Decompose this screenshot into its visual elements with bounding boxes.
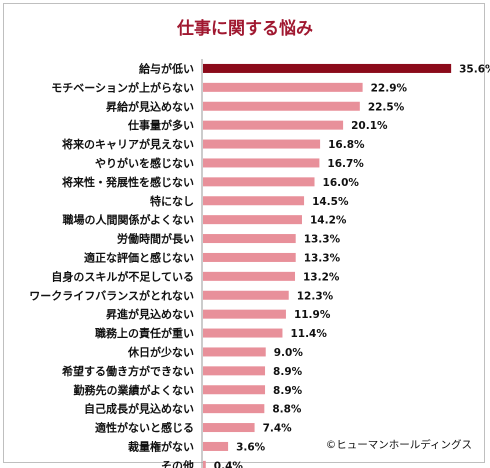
bar — [203, 441, 229, 451]
bar — [203, 101, 360, 111]
bar — [203, 460, 206, 468]
value-label: 20.1% — [351, 120, 388, 132]
category-label: 昇進が見込めない — [106, 307, 194, 321]
chart-title: 仕事に関する悩み — [177, 19, 313, 39]
copyright-credit: ©ヒューマンホールディングス — [325, 439, 472, 451]
bar — [203, 290, 289, 300]
value-label: 0.4% — [214, 460, 244, 468]
category-label: 希望する働き方ができない — [61, 364, 194, 378]
bar — [203, 271, 296, 281]
bar — [203, 423, 255, 433]
category-label: 給与が低い — [139, 61, 194, 75]
value-label: 16.0% — [323, 177, 360, 189]
value-label: 11.9% — [294, 309, 331, 321]
value-label: 35.6% — [459, 63, 490, 75]
category-label: その他 — [161, 458, 194, 468]
value-label: 8.9% — [273, 366, 303, 378]
category-label: 自己成長が見込めない — [84, 402, 194, 416]
bar — [203, 328, 283, 338]
value-label: 16.8% — [328, 139, 365, 151]
category-label: やりがいを感じない — [95, 156, 194, 170]
category-label: 休日が少ない — [127, 345, 194, 359]
value-label: 12.3% — [297, 290, 334, 302]
value-label: 11.4% — [290, 328, 327, 340]
chart-frame — [3, 3, 485, 463]
value-label: 22.5% — [368, 101, 405, 113]
category-label: 職務上の責任が重い — [95, 326, 194, 340]
bar — [203, 158, 320, 168]
category-label: 自身のスキルが不足している — [51, 269, 194, 283]
bar — [203, 177, 315, 187]
category-label: 裁量権がない — [128, 439, 194, 453]
bar — [203, 404, 265, 414]
category-label: モチベーションが上がらない — [51, 80, 194, 94]
category-label: 特になし — [150, 194, 194, 208]
category-label: 将来のキャリアが見えない — [62, 137, 194, 151]
bar — [203, 63, 452, 73]
category-label: 仕事量が多い — [127, 118, 194, 132]
bar — [203, 215, 302, 225]
value-label: 3.6% — [236, 441, 266, 453]
value-label: 22.9% — [371, 82, 408, 94]
bar — [203, 82, 363, 92]
category-label: 昇給が見込めない — [106, 99, 194, 113]
category-label: 労働時間が長い — [117, 232, 194, 246]
value-label: 13.2% — [303, 271, 340, 283]
category-label: ワークライフバランスがとれない — [29, 288, 194, 302]
value-label: 8.8% — [272, 404, 302, 416]
bar — [203, 120, 344, 130]
bar — [203, 252, 296, 262]
value-label: 13.3% — [304, 252, 341, 264]
category-label: 職場の人間関係がよくない — [63, 213, 194, 227]
category-label: 適性がないと感じる — [95, 421, 194, 435]
category-label: 適正な評価と感じない — [84, 250, 194, 264]
value-label: 14.2% — [310, 215, 347, 227]
bar — [203, 385, 266, 395]
value-label: 13.3% — [304, 234, 341, 246]
bar — [203, 196, 305, 206]
value-label: 7.4% — [263, 423, 293, 435]
category-label: 将来性・発展性を感じない — [62, 175, 194, 189]
bar — [203, 234, 296, 244]
value-label: 8.9% — [273, 385, 303, 397]
bar — [203, 309, 286, 319]
value-label: 9.0% — [274, 347, 304, 359]
value-label: 14.5% — [312, 196, 349, 208]
category-label: 勤務先の業績がよくない — [74, 383, 194, 397]
bar — [203, 366, 266, 376]
bar — [203, 347, 266, 357]
bar — [203, 139, 321, 149]
value-label: 16.7% — [327, 158, 364, 170]
